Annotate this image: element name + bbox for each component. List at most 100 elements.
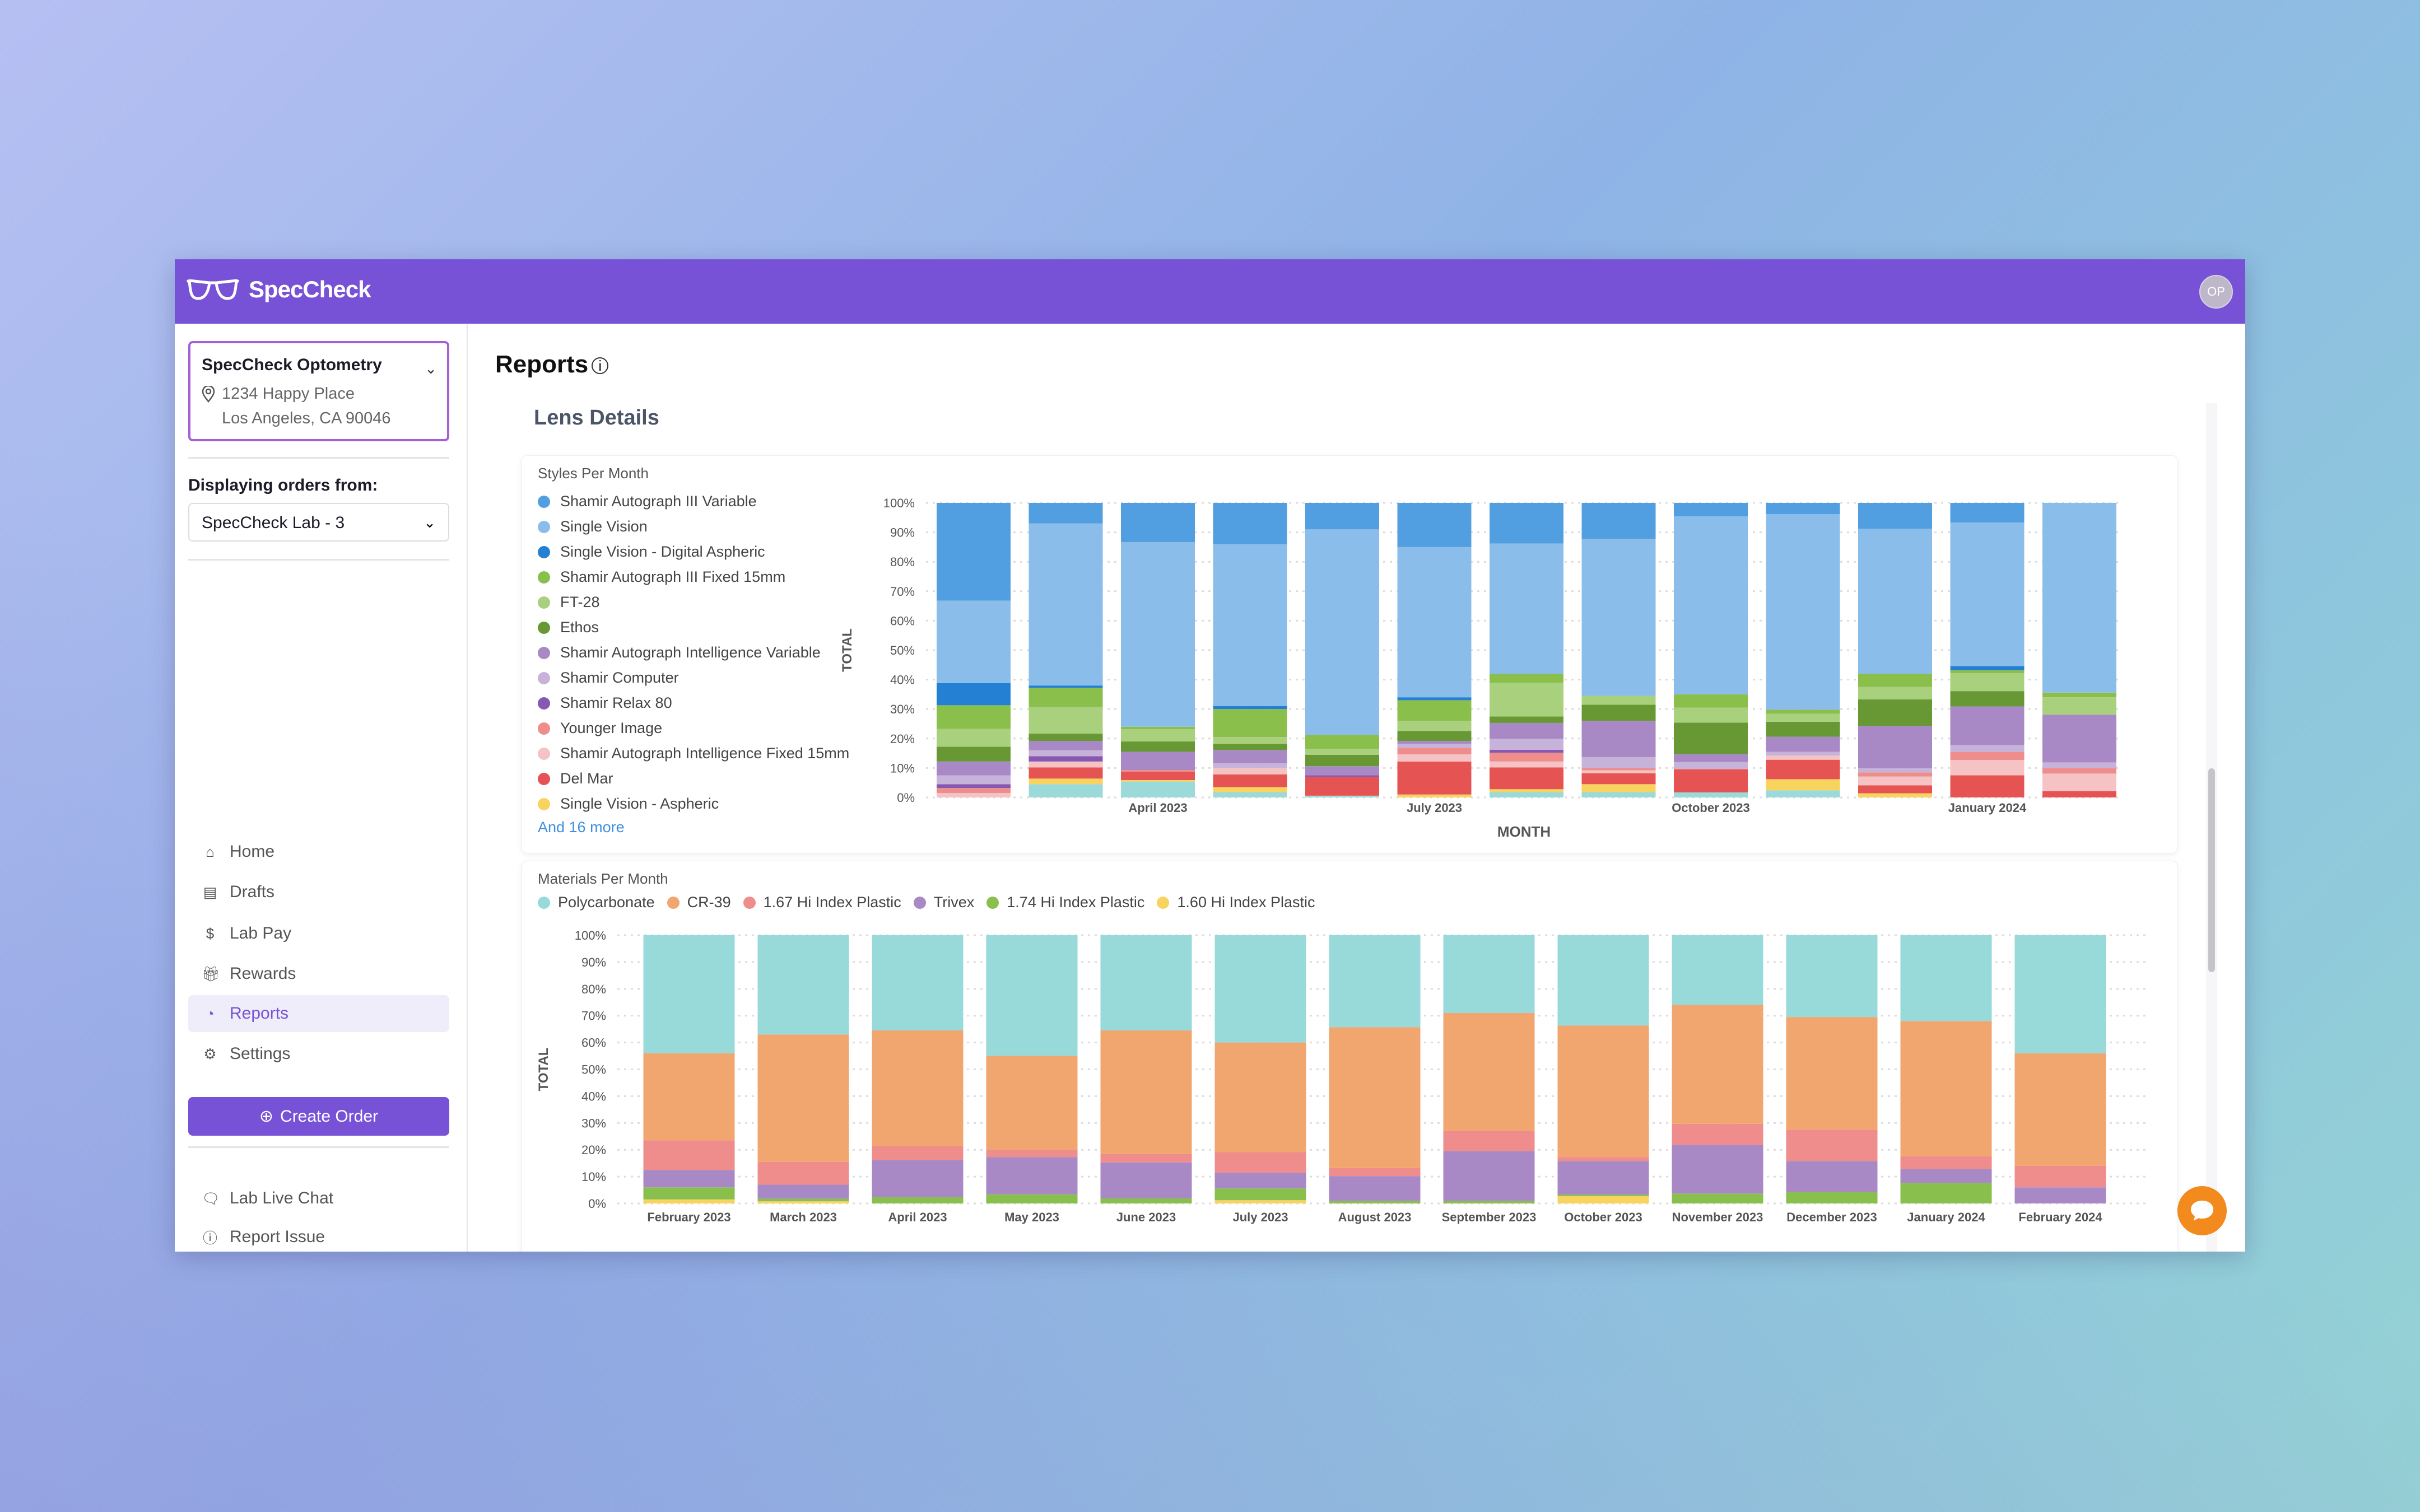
bar-segment[interactable] [1397,721,1472,731]
bar-segment[interactable] [1674,769,1748,793]
bar-segment[interactable] [1028,523,1103,686]
bar-segment[interactable] [1858,674,1932,687]
bar-segment[interactable] [1213,503,1287,544]
legend-item[interactable]: 1.67 Hi Index Plastic [743,894,901,911]
bar-segment[interactable] [986,935,1078,1056]
sidebar-item-drafts[interactable]: ▤ Drafts [188,874,449,911]
bar-segment[interactable] [1557,1161,1649,1195]
bar-segment[interactable] [1213,763,1287,768]
legend-item[interactable]: Ethos [538,615,849,640]
bar-segment[interactable] [1858,772,1932,777]
legend-item[interactable]: Single Vision - Aspheric [538,791,849,816]
bar-segment[interactable] [1397,761,1472,795]
bar-segment[interactable] [2042,715,2116,763]
bar-segment[interactable] [1581,704,1656,721]
bar-segment[interactable] [1028,767,1103,779]
bar-segment[interactable] [1397,547,1472,698]
lab-live-chat-link[interactable]: 🗨︎ Lab Live Chat [188,1180,449,1217]
bar-segment[interactable] [1329,1027,1421,1168]
bar-segment[interactable] [937,775,1011,785]
bar-segment[interactable] [1121,770,1195,772]
bar-segment[interactable] [1213,768,1287,774]
bar-segment[interactable] [757,1198,849,1202]
bar-segment[interactable] [1950,775,2025,797]
bar-segment[interactable] [1100,1030,1192,1154]
bar-segment[interactable] [1121,752,1195,771]
bar-segment[interactable] [1766,514,1840,710]
bar-segment[interactable] [1443,1201,1535,1203]
bar-segment[interactable] [1028,707,1103,734]
bar-segment[interactable] [1443,935,1535,1013]
legend-item[interactable]: Trivex [913,894,974,911]
bar-segment[interactable] [1121,542,1195,727]
bar-segment[interactable] [1900,1169,1992,1183]
bar-segment[interactable] [1674,694,1748,708]
bar-segment[interactable] [872,1030,964,1146]
bar-segment[interactable] [937,793,1011,797]
bar-segment[interactable] [1674,722,1748,754]
location-selector[interactable]: SpecCheck Optometry ⌄ 1234 Happy Place L… [188,341,449,441]
bar-segment[interactable] [1028,750,1103,757]
legend-item[interactable]: FT-28 [538,590,849,615]
sidebar-item-settings[interactable]: ⚙ Settings [188,1035,449,1072]
bar-segment[interactable] [643,1187,735,1200]
bar-segment[interactable] [872,1146,964,1160]
bar-segment[interactable] [1397,748,1472,755]
bar-segment[interactable] [757,935,849,1035]
bar-segment[interactable] [1028,685,1103,688]
bar-segment[interactable] [1786,1130,1878,1161]
bar-segment[interactable] [2014,1053,2106,1166]
bar-segment[interactable] [1581,721,1656,757]
bar-segment[interactable] [643,1053,735,1141]
legend-item[interactable]: Younger Image [538,716,849,741]
bar-segment[interactable] [1858,529,1932,674]
bar-segment[interactable] [1581,503,1656,539]
bar-segment[interactable] [1329,1168,1421,1177]
legend-item[interactable]: Shamir Autograph Intelligence Variable [538,640,849,665]
bar-segment[interactable] [1213,787,1287,792]
bar-segment[interactable] [2042,692,2116,698]
bar-segment[interactable] [1581,784,1656,792]
bar-segment[interactable] [1100,935,1192,1031]
bar-segment[interactable] [1443,1151,1535,1201]
bar-segment[interactable] [1581,757,1656,768]
bar-segment[interactable] [757,1184,849,1199]
bar-segment[interactable] [1214,1152,1306,1173]
bar-segment[interactable] [1766,752,1840,756]
sidebar-item-reports[interactable]: ◔ Reports [188,995,449,1032]
bar-segment[interactable] [937,683,1011,706]
bar-segment[interactable] [1581,792,1656,797]
bar-segment[interactable] [1028,756,1103,762]
scrollbar[interactable] [2206,403,2217,1252]
bar-segment[interactable] [2014,935,2106,1053]
bar-segment[interactable] [1100,1162,1192,1198]
bar-segment[interactable] [1305,775,1379,777]
bar-segment[interactable] [1581,773,1656,785]
bar-segment[interactable] [1213,706,1287,710]
bar-segment[interactable] [1858,768,1932,773]
chat-launcher-button[interactable] [2177,1186,2227,1235]
bar-segment[interactable] [2042,697,2116,715]
bar-segment[interactable] [1397,741,1472,744]
bar-segment[interactable] [1329,1201,1421,1203]
bar-segment[interactable] [1581,696,1656,705]
bar-segment[interactable] [1490,792,1563,797]
bar-segment[interactable] [1858,699,1932,726]
bar-segment[interactable] [1213,709,1287,738]
bar-segment[interactable] [1397,700,1472,721]
bar-segment[interactable] [1443,1131,1535,1151]
bar-segment[interactable] [1672,935,1763,1005]
bar-segment[interactable] [2042,768,2116,774]
bar-segment[interactable] [1028,761,1103,768]
bar-segment[interactable] [1950,503,2025,523]
bar-segment[interactable] [1557,1025,1649,1158]
bar-segment[interactable] [937,761,1011,776]
bar-segment[interactable] [1028,778,1103,785]
bar-segment[interactable] [1305,503,1379,530]
bar-segment[interactable] [937,746,1011,762]
bar-segment[interactable] [1950,666,2025,670]
bar-segment[interactable] [1900,1183,1992,1203]
bar-segment[interactable] [2042,503,2116,693]
bar-segment[interactable] [937,788,1011,794]
legend-item[interactable]: Shamir Relax 80 [538,690,849,716]
